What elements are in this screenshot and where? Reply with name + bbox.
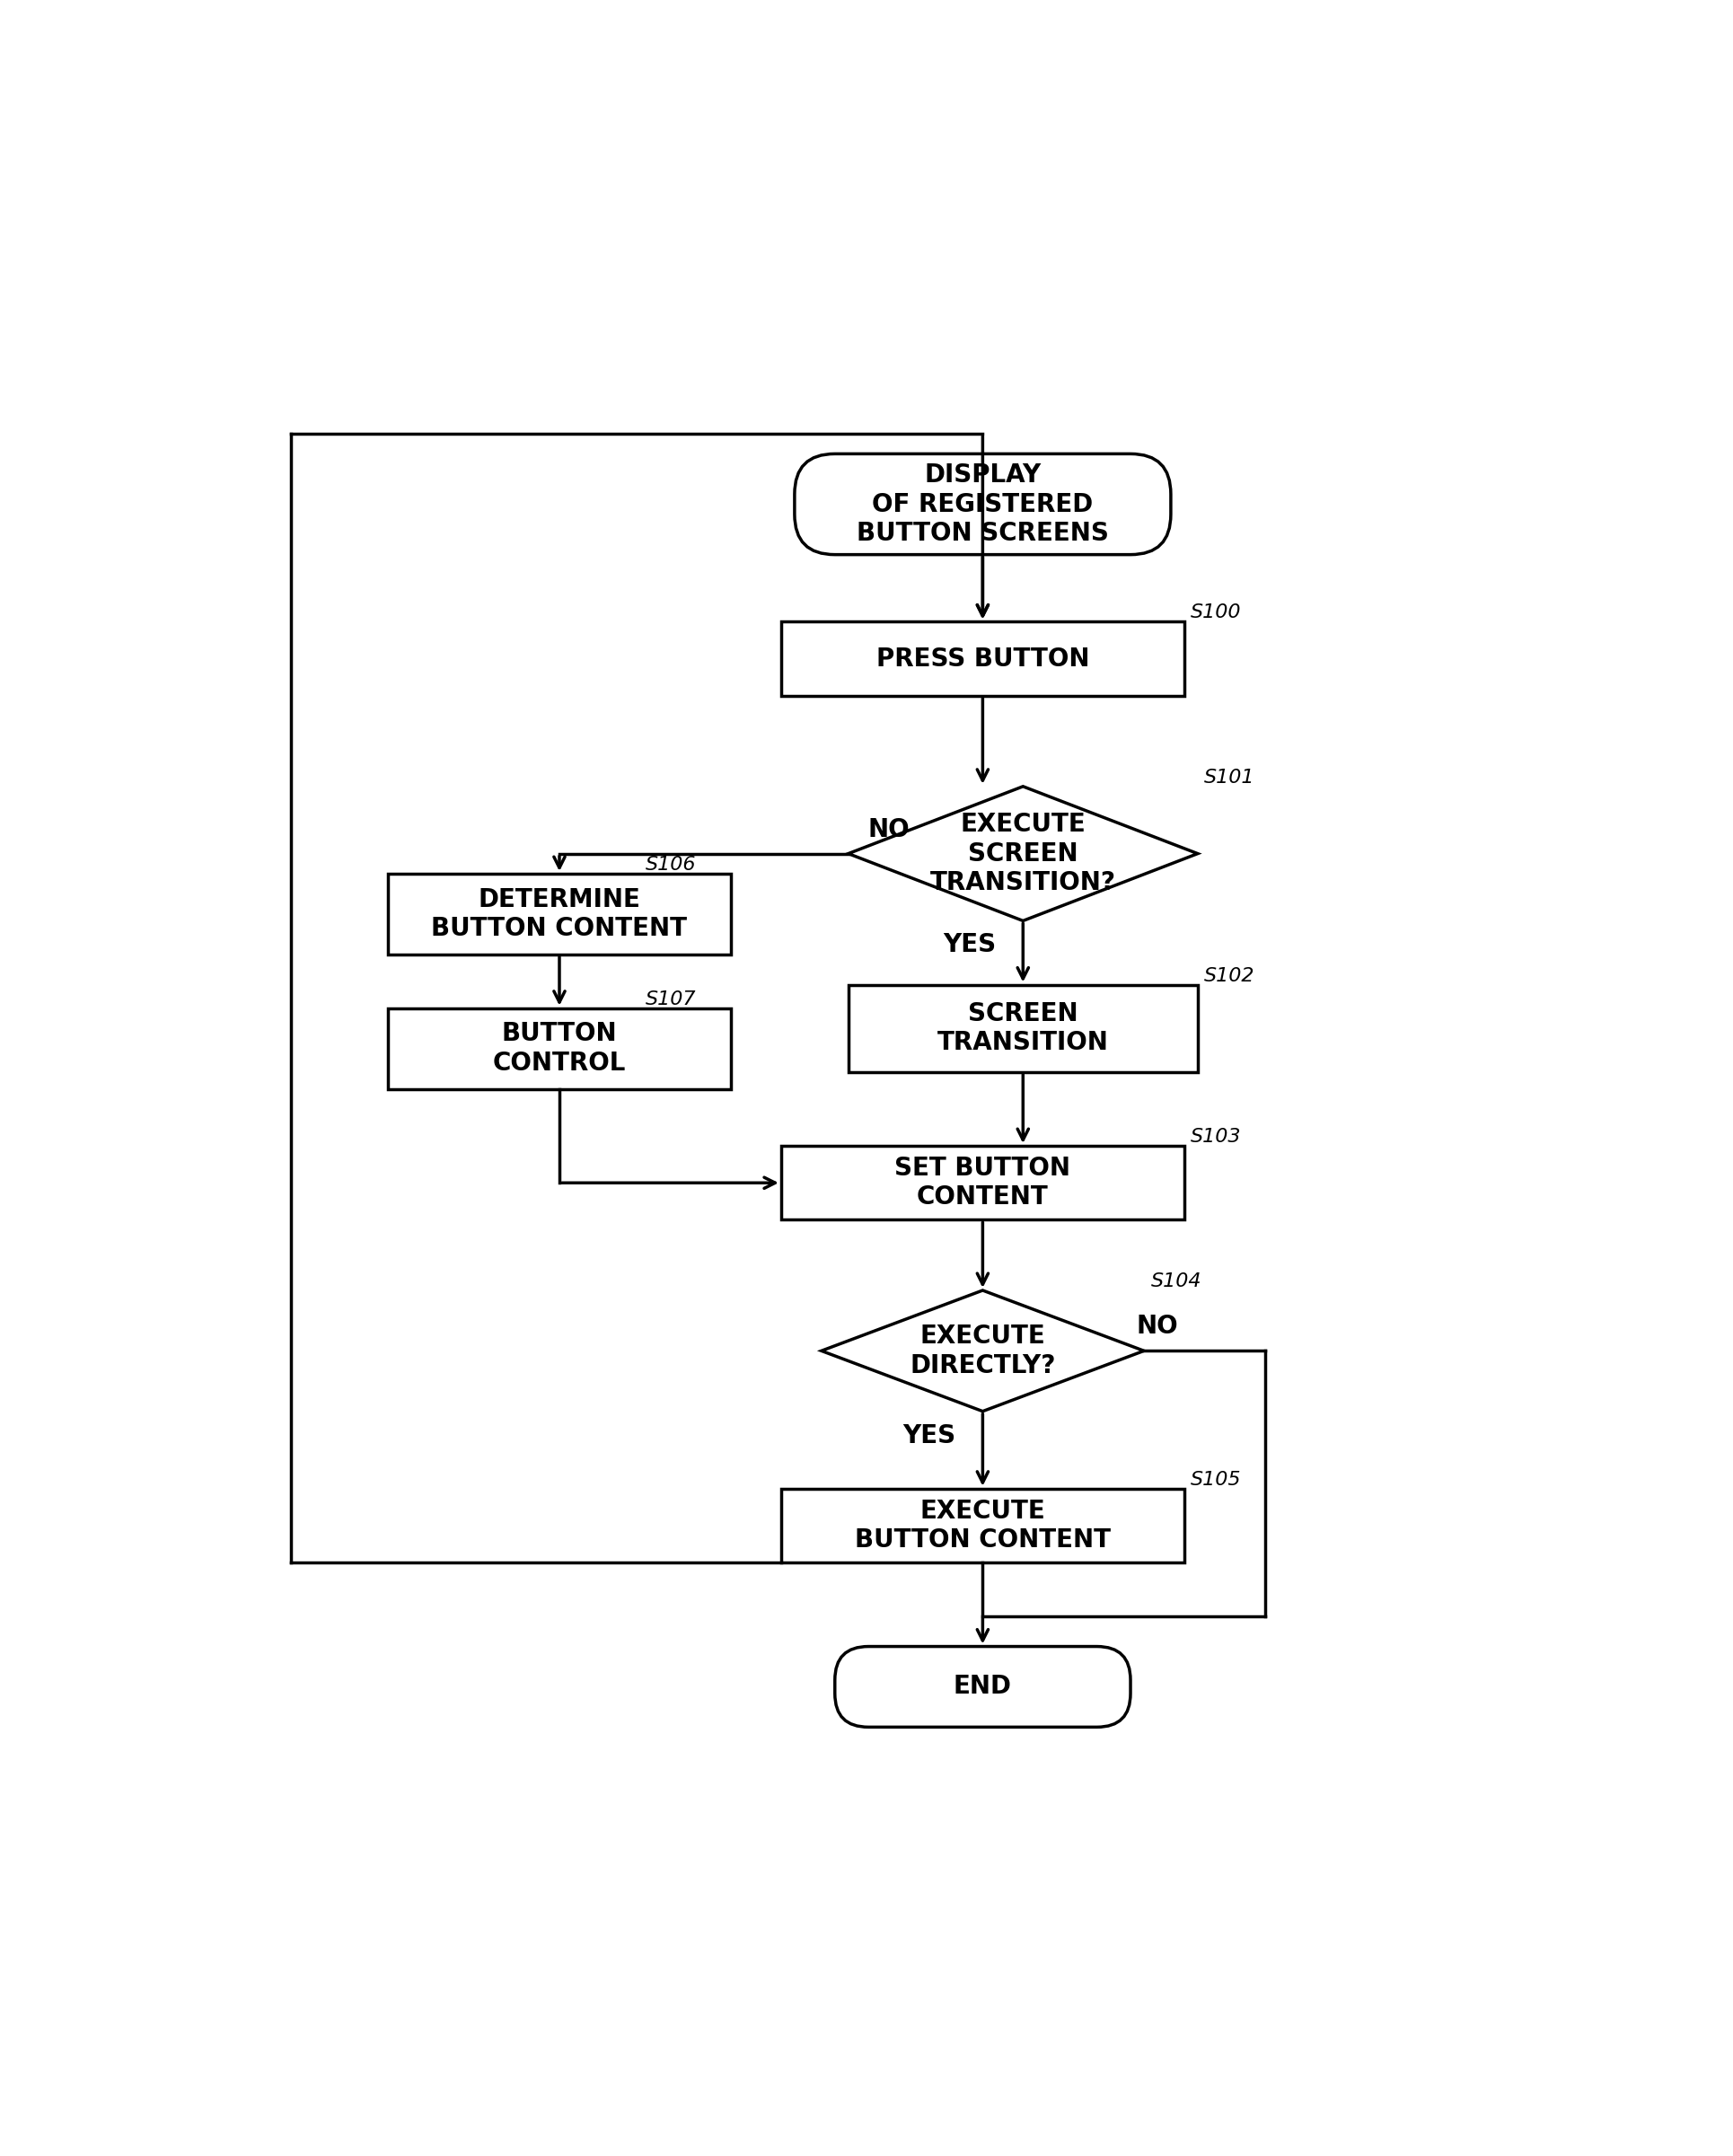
Text: S100: S100 [1191, 604, 1241, 621]
Polygon shape [821, 1289, 1144, 1412]
Text: YES: YES [943, 931, 995, 957]
Text: S101: S101 [1204, 768, 1255, 787]
FancyBboxPatch shape [780, 1488, 1184, 1563]
FancyBboxPatch shape [835, 1647, 1130, 1727]
Text: EXECUTE
SCREEN
TRANSITION?: EXECUTE SCREEN TRANSITION? [929, 813, 1116, 895]
Text: EXECUTE
DIRECTLY?: EXECUTE DIRECTLY? [910, 1324, 1055, 1378]
Text: S107: S107 [645, 990, 695, 1009]
Text: NO: NO [866, 817, 910, 843]
Text: S104: S104 [1151, 1272, 1201, 1289]
Text: S105: S105 [1191, 1470, 1241, 1488]
Text: PRESS BUTTON: PRESS BUTTON [875, 647, 1088, 671]
Text: S102: S102 [1204, 966, 1255, 985]
FancyBboxPatch shape [794, 453, 1170, 554]
Polygon shape [847, 787, 1198, 921]
Text: SET BUTTON
CONTENT: SET BUTTON CONTENT [894, 1156, 1071, 1210]
Text: YES: YES [901, 1423, 955, 1449]
Text: END: END [953, 1675, 1012, 1699]
Text: NO: NO [1135, 1313, 1178, 1339]
Text: EXECUTE
BUTTON CONTENT: EXECUTE BUTTON CONTENT [854, 1498, 1111, 1552]
FancyBboxPatch shape [780, 621, 1184, 696]
FancyBboxPatch shape [388, 873, 730, 955]
FancyBboxPatch shape [388, 1009, 730, 1089]
Text: S103: S103 [1191, 1128, 1241, 1145]
FancyBboxPatch shape [847, 985, 1198, 1072]
FancyBboxPatch shape [780, 1145, 1184, 1220]
Text: DETERMINE
BUTTON CONTENT: DETERMINE BUTTON CONTENT [432, 886, 686, 942]
Text: DISPLAY
OF REGISTERED
BUTTON SCREENS: DISPLAY OF REGISTERED BUTTON SCREENS [856, 464, 1107, 545]
Text: S106: S106 [645, 856, 695, 873]
Text: BUTTON
CONTROL: BUTTON CONTROL [492, 1022, 626, 1076]
Text: SCREEN
TRANSITION: SCREEN TRANSITION [938, 1000, 1107, 1056]
